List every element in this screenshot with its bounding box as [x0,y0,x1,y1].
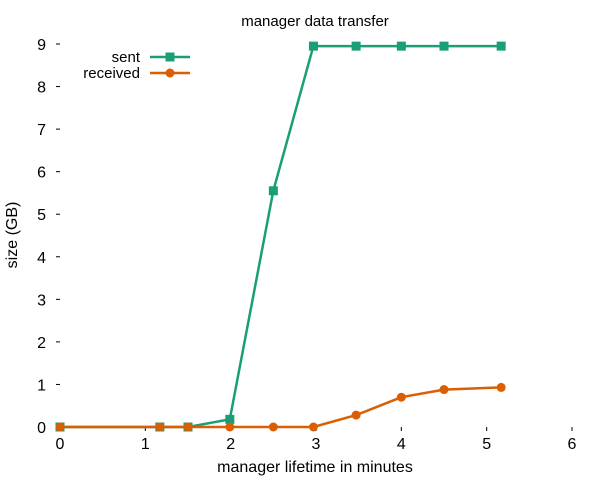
y-tick-label: 4 [37,250,46,267]
data-point-sent [496,41,506,51]
series-received [55,382,506,432]
legend-marker-sent [165,52,175,62]
data-point-received [308,422,318,432]
data-point-sent [225,414,235,424]
x-tick-label: 5 [482,436,491,453]
y-tick-label: 9 [37,37,46,54]
x-tick-label: 1 [141,436,150,453]
y-axis-label: size (GB) [4,202,21,269]
y-tick-label: 7 [37,122,46,139]
series-line-received [60,386,502,429]
data-point-received [496,382,506,392]
x-tick-label: 4 [397,436,406,453]
data-point-received [55,422,65,432]
y-tick-label: 6 [37,165,46,182]
y-tick-label: 8 [37,80,46,97]
data-point-sent [268,186,278,196]
data-point-received [155,422,165,432]
data-point-sent [396,41,406,51]
y-tick-label: 2 [37,335,46,352]
data-point-received [268,422,278,432]
data-point-received [351,410,361,420]
x-tick-label: 3 [312,436,321,453]
data-point-received [439,385,449,395]
plot-area [60,44,572,427]
data-point-sent [351,41,361,51]
legend-label-received: received [83,65,140,82]
y-tick-label: 5 [37,207,46,224]
x-tick-label: 6 [568,436,577,453]
chart-title: manager data transfer [241,13,389,30]
x-tick-label: 0 [56,436,65,453]
data-point-received [183,422,193,432]
legend-label-sent: sent [112,49,141,66]
x-tick-label: 2 [226,436,235,453]
x-axis-ticks: 0 1 2 3 4 5 6 [56,427,577,453]
y-tick-label: 1 [37,377,46,394]
data-point-sent [308,41,318,51]
series-layer [55,41,506,432]
data-point-sent [439,41,449,51]
y-tick-label: 0 [37,420,46,437]
data-point-received [225,422,235,432]
series-line-sent [60,44,502,429]
legend-marker-received [165,68,175,78]
data-point-received [396,392,406,402]
x-axis-label: manager lifetime in minutes [217,459,413,476]
y-tick-label: 3 [37,292,46,309]
y-axis-ticks: 0 1 2 3 4 5 6 7 8 9 [37,37,60,437]
series-sent [55,41,506,432]
